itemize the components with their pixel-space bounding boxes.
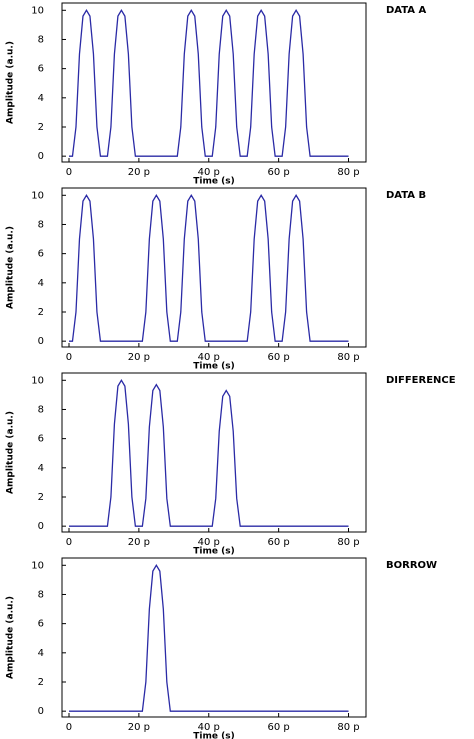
y-tick-label: 10 xyxy=(31,190,44,201)
y-tick-label: 4 xyxy=(38,463,44,474)
x-axis-label: Time (s) xyxy=(193,732,234,739)
x-tick-label: 0 xyxy=(66,167,72,178)
x-tick-label: 20 p xyxy=(128,722,150,733)
y-tick-label: 2 xyxy=(38,307,44,318)
plot-frame xyxy=(61,557,367,718)
x-tick-label: 80 p xyxy=(337,537,359,548)
plot-frame xyxy=(61,372,367,533)
y-tick-label: 4 xyxy=(38,648,44,659)
y-tick-label: 0 xyxy=(38,706,44,717)
y-tick-label: 8 xyxy=(38,589,44,600)
y-tick-label: 0 xyxy=(38,151,44,162)
x-tick-label: 80 p xyxy=(337,722,359,733)
y-tick-label: 10 xyxy=(31,5,44,16)
x-axis-label: Time (s) xyxy=(193,177,234,187)
y-tick-label: 4 xyxy=(38,93,44,104)
x-tick-label: 0 xyxy=(66,352,72,363)
y-axis-label: Amplitude (a.u.) xyxy=(6,411,16,494)
y-axis-label: Amplitude (a.u.) xyxy=(6,596,16,679)
x-tick-label: 20 p xyxy=(128,537,150,548)
y-tick-label: 0 xyxy=(38,336,44,347)
y-tick-label: 2 xyxy=(38,677,44,688)
x-tick-label: 80 p xyxy=(337,352,359,363)
y-tick-label: 2 xyxy=(38,122,44,133)
x-tick-label: 40 p xyxy=(198,352,220,363)
y-tick-label: 8 xyxy=(38,404,44,415)
subplot: 0 2 4 6 8 10 0 20 p 40 p 60 p 80 p Time (s) Amplitud… xyxy=(6,557,437,739)
subplot: 0 2 4 6 8 10 0 20 p 40 p 60 p 80 p Time (s) Amplitud… xyxy=(6,2,427,187)
x-axis-label: Time (s) xyxy=(193,547,234,557)
data-line xyxy=(68,194,349,342)
y-axis-label: Amplitude (a.u.) xyxy=(6,41,16,124)
x-tick-label: 20 p xyxy=(128,352,150,363)
y-tick-label: 2 xyxy=(38,492,44,503)
data-line xyxy=(68,379,349,527)
subplot: 0 2 4 6 8 10 0 20 p 40 p 60 p 80 p Time (s) Amplitud… xyxy=(6,187,426,372)
x-tick-label: 60 p xyxy=(268,167,290,178)
x-tick-label: 40 p xyxy=(198,537,220,548)
plot-frame xyxy=(61,187,367,348)
x-tick-label: 60 p xyxy=(268,537,290,548)
subplot: 0 2 4 6 8 10 0 20 p 40 p 60 p 80 p Time (s) Amplitud… xyxy=(6,372,456,557)
x-tick-label: 80 p xyxy=(337,167,359,178)
x-tick-label: 60 p xyxy=(268,722,290,733)
y-tick-label: 8 xyxy=(38,34,44,45)
data-line xyxy=(68,564,349,712)
x-tick-label: 0 xyxy=(66,722,72,733)
x-tick-label: 40 p xyxy=(198,167,220,178)
x-axis-label: Time (s) xyxy=(193,362,234,372)
panel-title: DATA B xyxy=(386,190,426,201)
y-tick-label: 6 xyxy=(38,249,44,260)
y-axis-label: Amplitude (a.u.) xyxy=(6,226,16,309)
y-tick-label: 6 xyxy=(38,619,44,630)
y-tick-label: 8 xyxy=(38,219,44,230)
y-tick-label: 4 xyxy=(38,278,44,289)
y-tick-label: 6 xyxy=(38,434,44,445)
panel-title: BORROW xyxy=(386,560,437,571)
y-tick-label: 10 xyxy=(31,375,44,386)
panel-title: DIFFERENCE xyxy=(386,375,456,386)
data-line xyxy=(68,9,349,157)
x-tick-label: 0 xyxy=(66,537,72,548)
x-tick-label: 60 p xyxy=(268,352,290,363)
x-tick-label: 20 p xyxy=(128,167,150,178)
x-tick-label: 40 p xyxy=(198,722,220,733)
y-tick-label: 10 xyxy=(31,560,44,571)
panel-title: DATA A xyxy=(386,5,427,16)
y-tick-label: 6 xyxy=(38,64,44,75)
plot-frame xyxy=(61,2,367,163)
y-tick-label: 0 xyxy=(38,521,44,532)
